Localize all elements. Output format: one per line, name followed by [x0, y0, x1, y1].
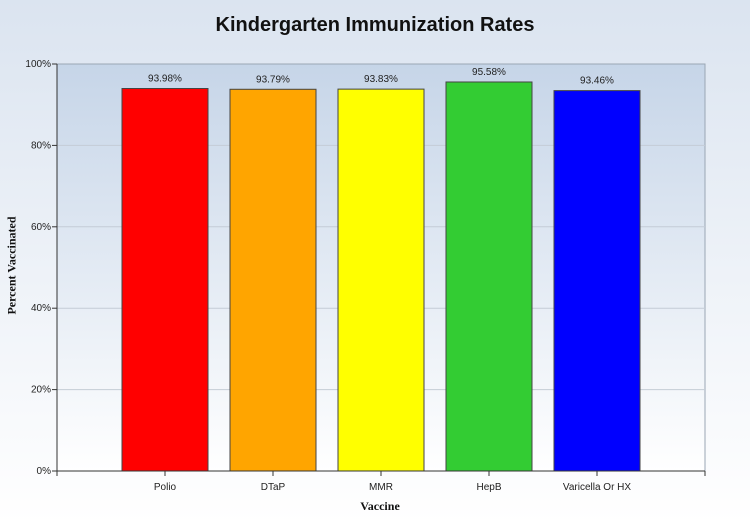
data-label: 95.58%	[472, 67, 506, 78]
bar-hepb[interactable]	[445, 81, 533, 472]
x-tick-label: DTaP	[261, 482, 286, 493]
y-tick-label: 0%	[37, 466, 52, 477]
x-tick-label: Polio	[154, 482, 177, 493]
data-label: 93.79%	[256, 74, 290, 85]
data-label: 93.98%	[148, 74, 182, 85]
y-tick-label: 100%	[25, 59, 51, 70]
data-label: 93.46%	[580, 76, 614, 87]
bar-varicella-or-hx[interactable]	[553, 90, 641, 472]
x-axis-label: Vaccine	[360, 499, 400, 513]
x-tick-label: HepB	[476, 482, 501, 493]
y-tick-label: 20%	[31, 385, 51, 396]
data-label: 93.83%	[364, 74, 398, 85]
bar-mmr[interactable]	[337, 88, 425, 472]
x-tick-label: Varicella Or HX	[563, 482, 631, 493]
y-tick-label: 80%	[31, 140, 51, 151]
y-tick-label: 40%	[31, 303, 51, 314]
chart-title: Kindergarten Immunization Rates	[215, 14, 535, 36]
bar-dtap[interactable]	[229, 88, 317, 472]
bar-polio[interactable]	[121, 88, 209, 472]
x-tick-label: MMR	[369, 482, 393, 493]
y-tick-label: 60%	[31, 222, 51, 233]
